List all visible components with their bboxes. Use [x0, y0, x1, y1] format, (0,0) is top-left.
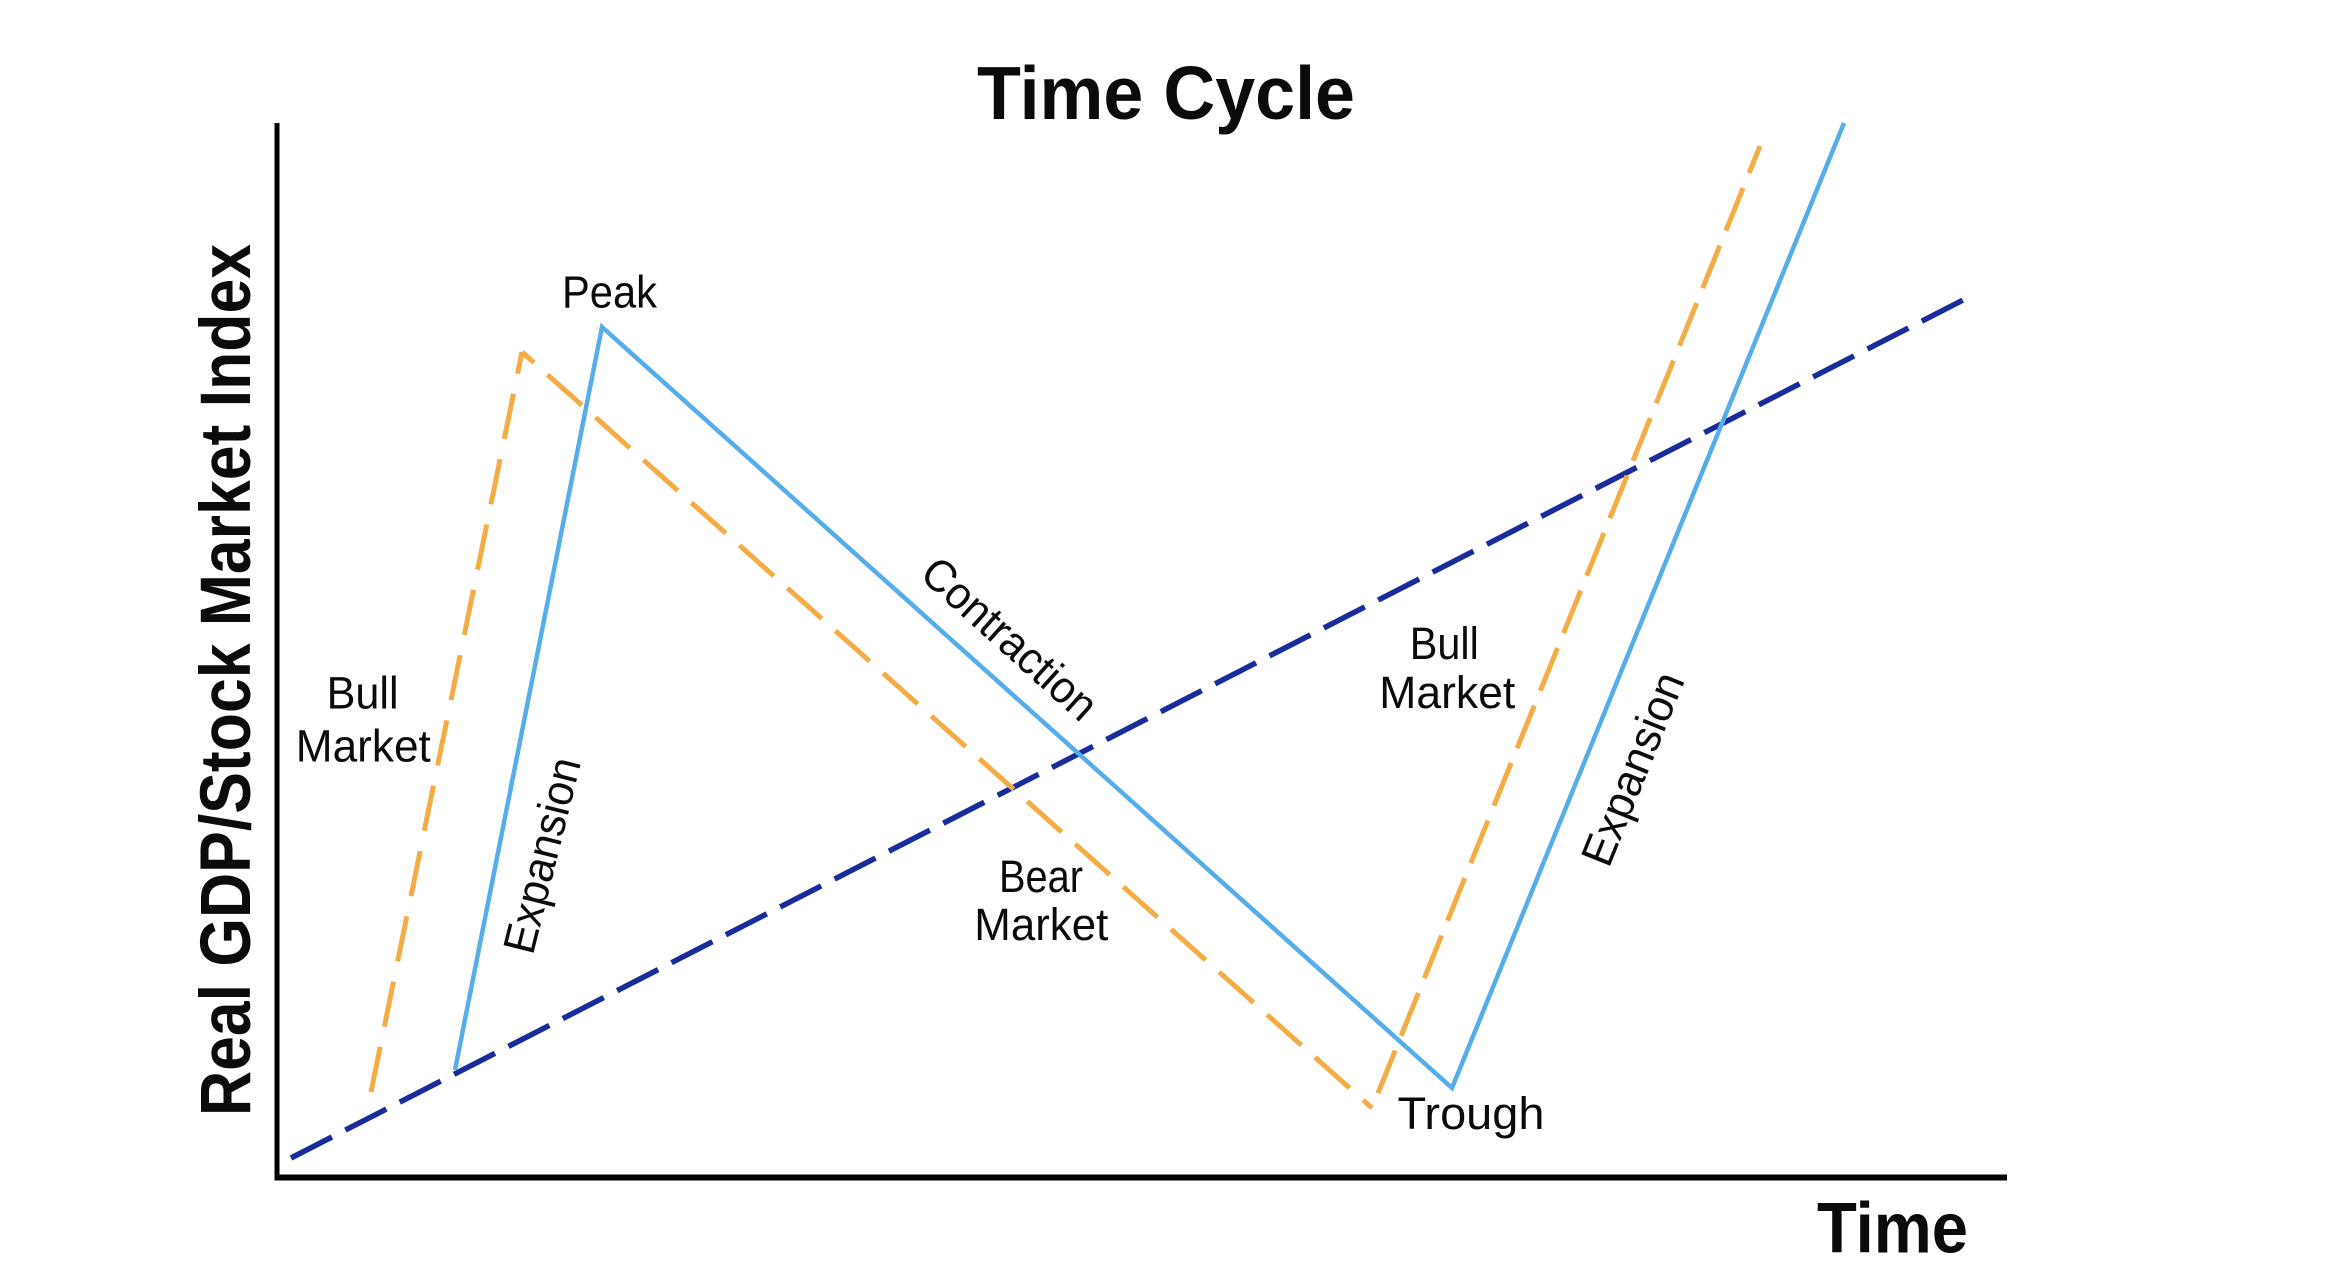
- svg-text:Peak: Peak: [562, 267, 657, 318]
- svg-text:Contraction: Contraction: [911, 546, 1108, 730]
- svg-text:Bull: Bull: [1410, 618, 1479, 669]
- svg-text:Time: Time: [1817, 1190, 1968, 1269]
- svg-text:Expansion: Expansion: [1571, 665, 1695, 873]
- svg-text:Bear: Bear: [999, 851, 1083, 902]
- svg-text:Time Cycle: Time Cycle: [977, 51, 1355, 135]
- svg-text:Trough: Trough: [1398, 1088, 1545, 1139]
- svg-text:Expansion: Expansion: [493, 752, 591, 958]
- svg-text:Market: Market: [1379, 667, 1515, 718]
- svg-text:Market: Market: [974, 899, 1108, 950]
- svg-text:Market: Market: [296, 721, 431, 772]
- svg-text:Bull: Bull: [327, 668, 399, 719]
- svg-text:Real GDP/Stock Market Index: Real GDP/Stock Market Index: [187, 244, 266, 1116]
